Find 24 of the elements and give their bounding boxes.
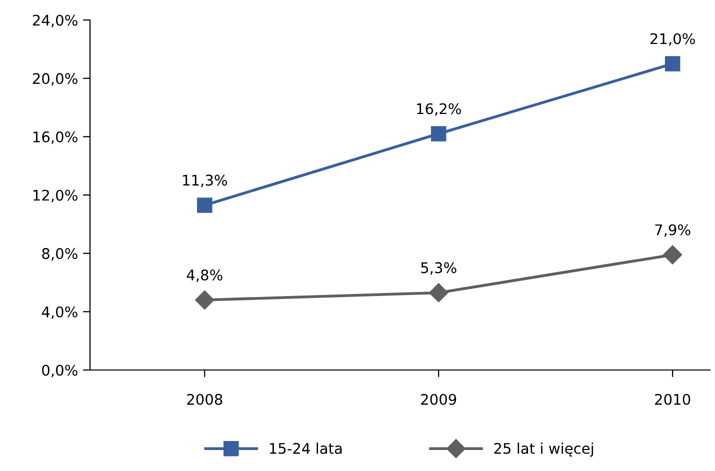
point	[197, 198, 212, 213]
data-label: 5,3%	[421, 262, 456, 275]
point	[664, 56, 680, 72]
point	[663, 245, 682, 264]
point	[429, 283, 448, 302]
point	[195, 290, 214, 310]
data-label: 7,9%	[655, 224, 690, 237]
y-tick-label: 8,0%	[42, 248, 78, 261]
data-label: 4,8%	[186, 269, 222, 282]
legend-label: 15-24 lata	[270, 442, 342, 454]
data-label: 16,2%	[417, 103, 461, 116]
y-tick-label: 24,0%	[32, 14, 78, 28]
y-tick-label: 20,0%	[32, 73, 78, 86]
y-tick-label: 0,0%	[42, 364, 78, 378]
x-tick-label: 2008	[187, 394, 222, 405]
y-tick-label: 16,0%	[33, 131, 78, 144]
y-tick-label: 12,0%	[33, 190, 78, 202]
data-label: 11,3%	[183, 174, 227, 188]
data-label: 21,0%	[650, 33, 695, 46]
x-tick-label: 2010	[655, 394, 690, 405]
x-tick-label: 2009	[421, 394, 456, 405]
point	[430, 126, 446, 142]
legend-label: 25 lat i więcej	[494, 442, 594, 457]
y-tick-label: 4,0%	[42, 306, 78, 319]
